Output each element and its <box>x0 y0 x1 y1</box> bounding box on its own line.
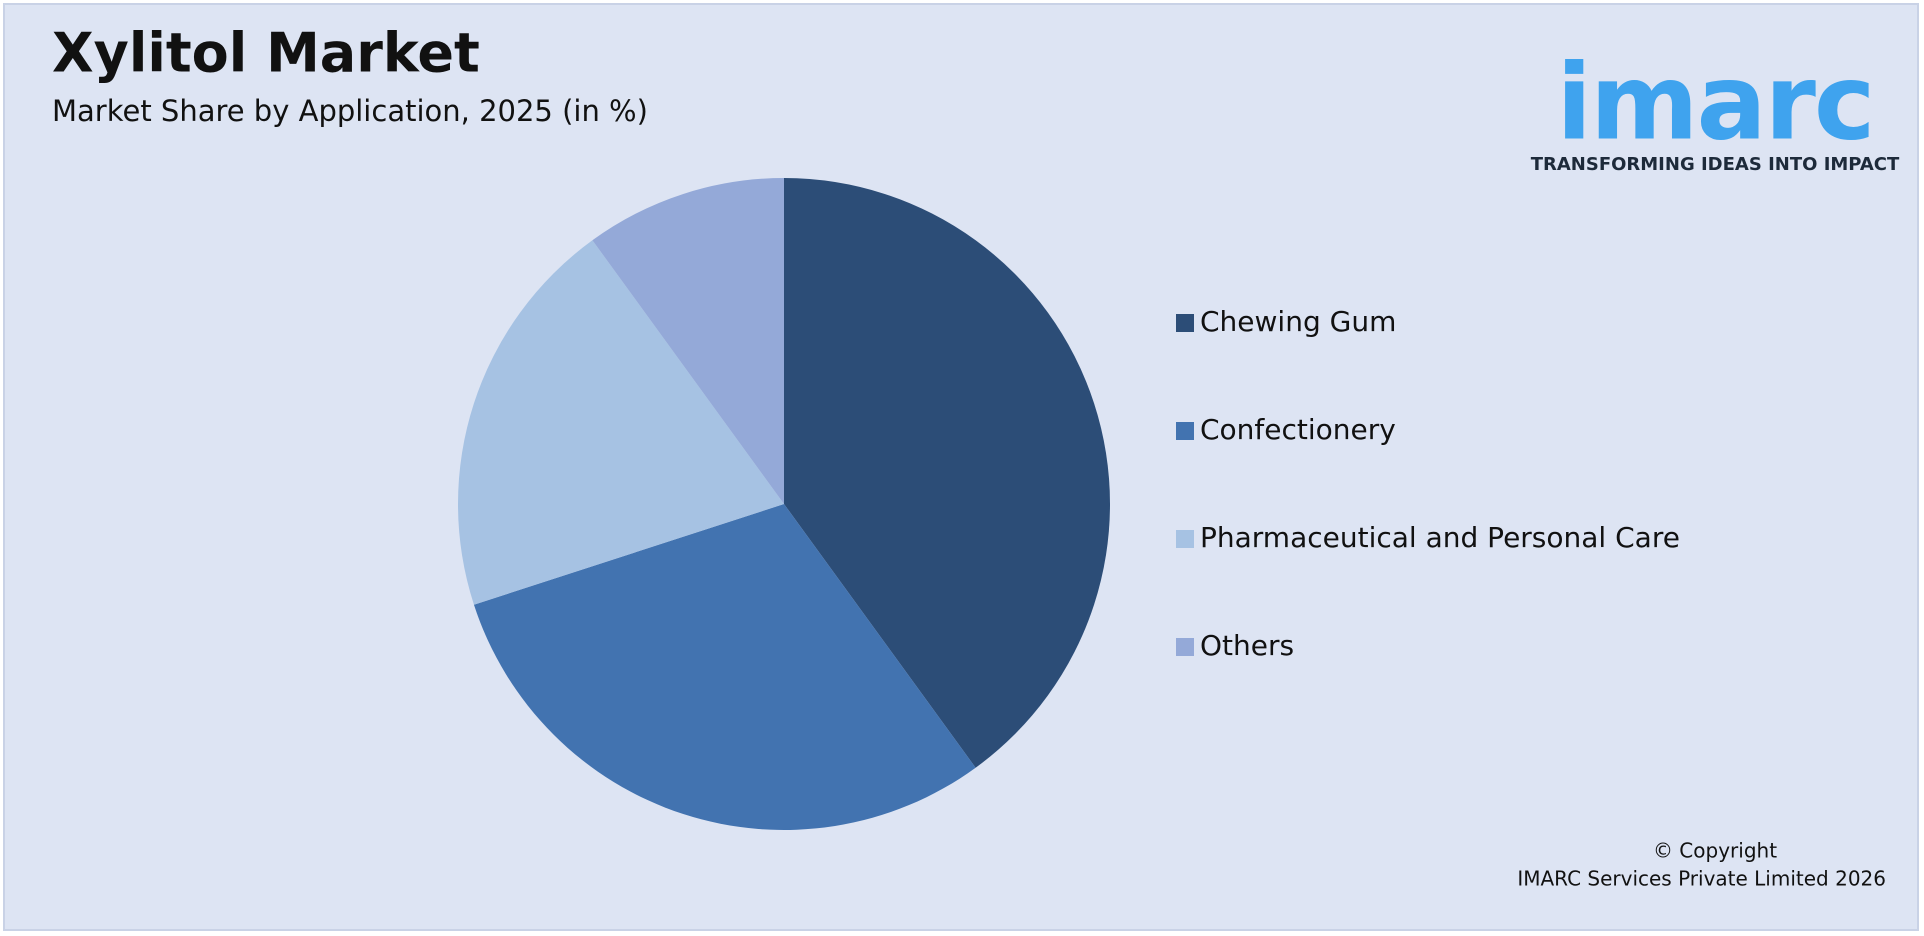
pie-slice <box>473 504 976 831</box>
legend-swatch <box>1176 422 1194 440</box>
legend-swatch <box>1176 638 1194 656</box>
legend-label: Others <box>1200 629 1294 662</box>
logo-tagline: TRANSFORMING IDEAS INTO IMPACT <box>1531 154 1900 175</box>
chart-subtitle: Market Share by Application, 2025 (in %) <box>52 94 648 128</box>
company: IMARC Services Private Limited 2026 <box>1517 867 1886 891</box>
copyright: © Copyright <box>1653 839 1777 863</box>
legend-swatch <box>1176 314 1194 332</box>
legend-label: Chewing Gum <box>1200 305 1396 338</box>
legend-swatch <box>1176 530 1194 548</box>
pie-slice <box>784 178 1110 768</box>
pie-slice <box>592 178 784 504</box>
legend-label: Pharmaceutical and Personal Care <box>1200 521 1680 554</box>
chart-title: Xylitol Market <box>52 22 480 85</box>
logo-name: imarc <box>1556 41 1873 163</box>
pie-slice <box>457 240 784 605</box>
legend-label: Confectionery <box>1200 413 1396 446</box>
